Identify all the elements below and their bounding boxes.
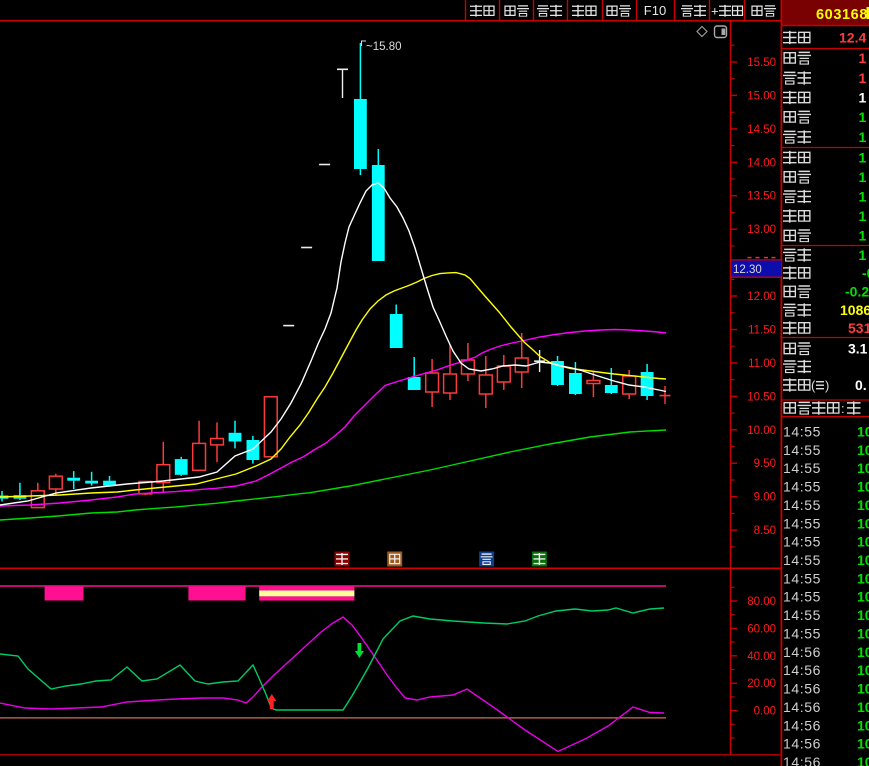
svg-text:10: 10 xyxy=(857,699,869,715)
svg-text:15.00: 15.00 xyxy=(747,90,776,102)
svg-text:14:55: 14:55 xyxy=(783,552,821,568)
svg-text:1: 1 xyxy=(859,228,867,244)
svg-text:0.00: 0.00 xyxy=(754,706,776,718)
svg-text:8.50: 8.50 xyxy=(754,525,776,537)
svg-text:11.50: 11.50 xyxy=(748,325,776,337)
svg-text:10: 10 xyxy=(857,460,869,476)
svg-text:1: 1 xyxy=(859,208,867,224)
svg-text:10.50: 10.50 xyxy=(747,391,776,403)
svg-text:10: 10 xyxy=(857,681,869,697)
svg-text:10.00: 10.00 xyxy=(747,425,776,437)
svg-text:F10: F10 xyxy=(644,3,666,18)
svg-text:10: 10 xyxy=(857,515,869,531)
svg-text:1: 1 xyxy=(859,70,867,86)
svg-text:10: 10 xyxy=(857,607,869,623)
svg-text:14:56: 14:56 xyxy=(783,717,821,733)
svg-text:1: 1 xyxy=(859,247,867,263)
svg-text:3.1: 3.1 xyxy=(848,341,868,357)
svg-text:14:55: 14:55 xyxy=(783,534,821,550)
svg-text:10: 10 xyxy=(857,570,869,586)
svg-text:10: 10 xyxy=(857,479,869,495)
svg-text:14.00: 14.00 xyxy=(747,157,776,169)
svg-text:14:55: 14:55 xyxy=(783,607,821,623)
svg-text:14:56: 14:56 xyxy=(783,699,821,715)
svg-text:10: 10 xyxy=(857,423,869,439)
svg-text:14:56: 14:56 xyxy=(783,662,821,678)
svg-text:-0.: -0. xyxy=(862,265,869,281)
svg-text:(: ( xyxy=(811,378,816,393)
svg-text:1086: 1086 xyxy=(840,302,869,318)
svg-text:14.50: 14.50 xyxy=(747,124,776,136)
svg-text:1: 1 xyxy=(859,189,867,205)
svg-text:0.: 0. xyxy=(855,377,867,393)
svg-text:10: 10 xyxy=(857,625,869,641)
svg-text:531: 531 xyxy=(848,320,869,336)
svg-text:13.50: 13.50 xyxy=(747,191,776,203)
svg-text:14:56: 14:56 xyxy=(783,681,821,697)
svg-text:1: 1 xyxy=(859,169,867,185)
svg-text:20.00: 20.00 xyxy=(747,678,776,690)
svg-text:60.00: 60.00 xyxy=(747,623,776,635)
svg-text:10: 10 xyxy=(857,497,869,513)
svg-text:14:55: 14:55 xyxy=(783,423,821,439)
svg-text:14:56: 14:56 xyxy=(783,754,821,766)
svg-text:12.4: 12.4 xyxy=(839,30,866,46)
svg-text:14:56: 14:56 xyxy=(783,736,821,752)
svg-text:9.00: 9.00 xyxy=(754,492,776,504)
svg-text:10: 10 xyxy=(857,589,869,605)
svg-text:80.00: 80.00 xyxy=(747,596,776,608)
svg-text:10: 10 xyxy=(857,754,869,766)
svg-text:14:55: 14:55 xyxy=(783,625,821,641)
svg-text:11.00: 11.00 xyxy=(748,358,776,370)
svg-text:): ) xyxy=(825,378,829,393)
svg-text:14:55: 14:55 xyxy=(783,460,821,476)
svg-text:13.00: 13.00 xyxy=(747,224,776,236)
svg-text:14:55: 14:55 xyxy=(783,442,821,458)
svg-text:10: 10 xyxy=(857,662,869,678)
svg-text:12.30: 12.30 xyxy=(733,264,762,276)
svg-text:14:55: 14:55 xyxy=(783,589,821,605)
svg-text:10: 10 xyxy=(857,534,869,550)
svg-text:14:56: 14:56 xyxy=(783,644,821,660)
svg-text::: : xyxy=(841,401,845,416)
svg-text:~15.80: ~15.80 xyxy=(366,41,402,53)
svg-text:40.00: 40.00 xyxy=(747,651,776,663)
svg-text:14:55: 14:55 xyxy=(783,479,821,495)
svg-text:1: 1 xyxy=(859,50,867,66)
svg-text:10: 10 xyxy=(857,552,869,568)
svg-text:10: 10 xyxy=(857,644,869,660)
svg-text:1: 1 xyxy=(859,129,867,145)
svg-text:15.50: 15.50 xyxy=(747,57,776,69)
svg-text:14:55: 14:55 xyxy=(783,515,821,531)
svg-text:10: 10 xyxy=(857,442,869,458)
svg-text:+: + xyxy=(711,4,719,19)
svg-text:10: 10 xyxy=(857,736,869,752)
svg-text:1: 1 xyxy=(859,150,867,166)
svg-text:12.00: 12.00 xyxy=(747,291,776,303)
svg-text:14:55: 14:55 xyxy=(783,570,821,586)
svg-text:603168: 603168 xyxy=(816,7,868,23)
svg-text:9.50: 9.50 xyxy=(754,458,776,470)
svg-text:1: 1 xyxy=(859,109,867,125)
svg-text:-0.2: -0.2 xyxy=(845,284,869,300)
svg-text:14:55: 14:55 xyxy=(783,497,821,513)
svg-text:10: 10 xyxy=(857,717,869,733)
svg-text:1: 1 xyxy=(859,90,867,106)
